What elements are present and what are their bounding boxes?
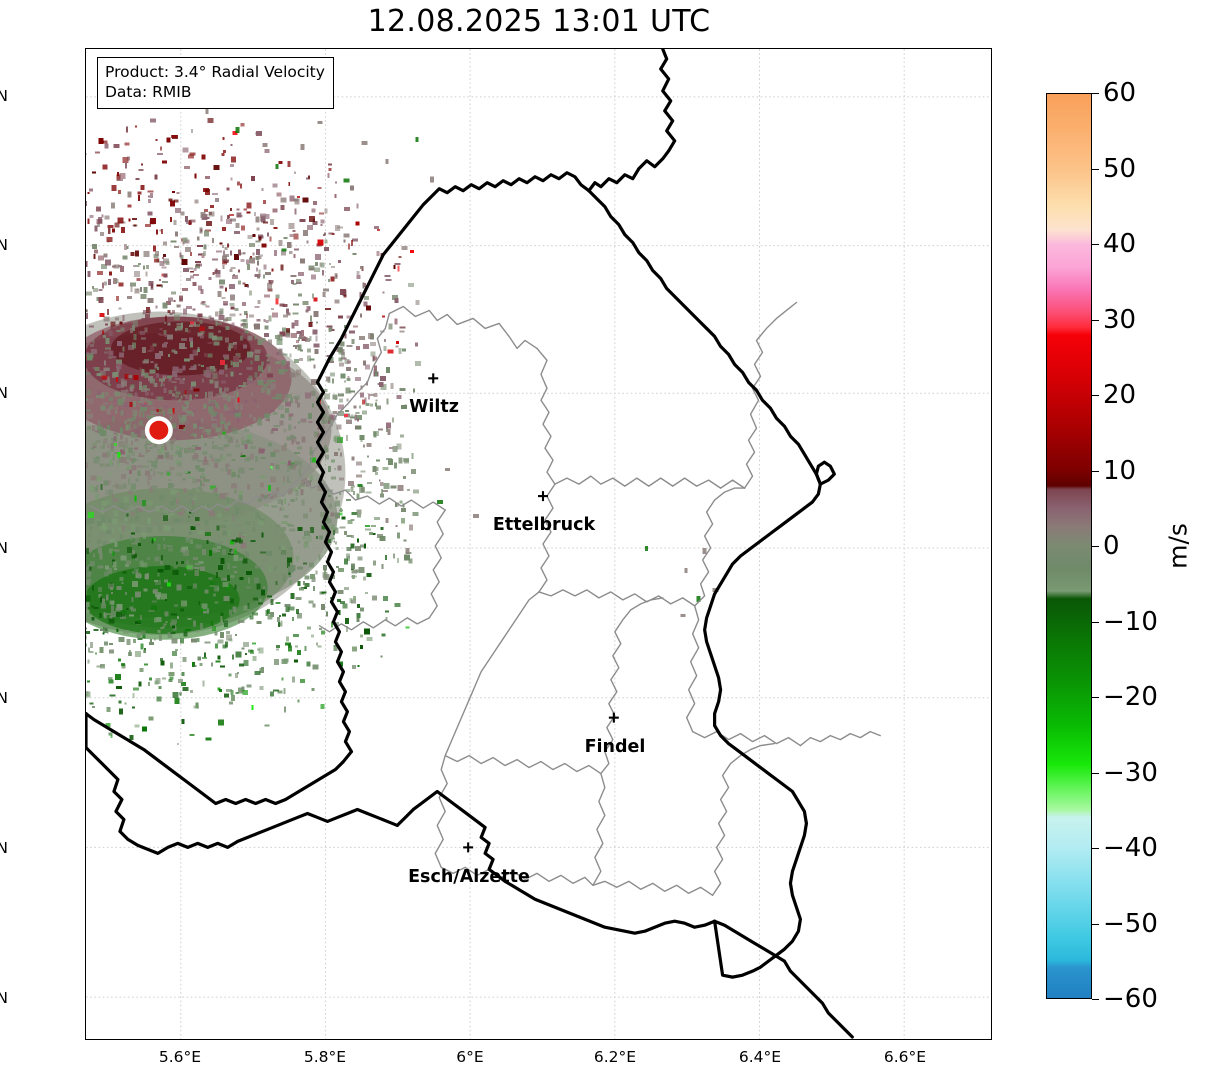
colorbar-tick-mark-4: [1092, 395, 1099, 396]
xtick-label-2: 6°E: [456, 1048, 484, 1066]
ytick-label-3: 49.8°N: [0, 539, 8, 557]
radar-site-marker: [144, 416, 173, 445]
colorbar-tick-label-12: −60: [1103, 984, 1158, 1014]
ytick-label-0: 50.25°N: [0, 87, 8, 105]
colorbar-tick-label-2: 40: [1103, 229, 1137, 259]
xtick-label-1: 5.8°E: [303, 1048, 347, 1066]
city-label-findel: Findel: [584, 737, 646, 757]
xtick-label-4: 6.4°E: [738, 1048, 782, 1066]
map-canvas: [86, 49, 991, 1039]
colorbar-tick-mark-0: [1092, 93, 1099, 94]
colorbar-tick-label-10: −40: [1103, 833, 1158, 863]
colorbar-tick-mark-6: [1092, 546, 1099, 547]
ytick-label-4: 49.65°N: [0, 689, 8, 707]
colorbar-tick-mark-7: [1092, 621, 1099, 623]
city-label-esch: Esch/Alzette: [408, 867, 530, 887]
city-markers: [428, 373, 619, 853]
city-marker-wiltz: [428, 373, 439, 384]
colorbar[interactable]: 60 50 40 30 20 10 0 −10 −20 −30 −40 −50 −60: [1046, 78, 1158, 1014]
colorbar-axis-label: m/s: [1163, 523, 1193, 569]
admin-boundaries: [89, 301, 881, 896]
city-marker-ettelbruck: [538, 491, 548, 502]
ytick-label-2: 49.95°N: [0, 384, 8, 402]
colorbar-tick-label-4: 20: [1103, 380, 1137, 410]
city-marker-esch: [463, 842, 474, 853]
colorbar-tick-mark-8: [1092, 697, 1099, 698]
colorbar-tick-label-0: 60: [1103, 78, 1137, 108]
colorbar-tick-label-3: 30: [1103, 304, 1137, 335]
colorbar-tick-label-7: −10: [1103, 606, 1158, 637]
ytick-label-6: 49.35°N: [0, 989, 8, 1007]
colorbar-tick-label-8: −20: [1103, 682, 1158, 712]
radar-echo-field: [86, 108, 719, 745]
colorbar-tick-label-11: −50: [1103, 908, 1158, 939]
city-label-ettelbruck: Ettelbruck: [492, 515, 596, 535]
colorbar-tick-label-5: 10: [1103, 455, 1137, 486]
colorbar-tick-mark-1: [1092, 168, 1099, 170]
colorbar-tick-mark-10: [1092, 848, 1099, 849]
colorbar-tick-mark-3: [1092, 319, 1099, 321]
xtick-label-0: 5.6°E: [158, 1048, 202, 1066]
info-product-line: Product: 3.4° Radial Velocity: [105, 63, 325, 81]
figure-title: 12.08.2025 13:01 UTC: [367, 4, 711, 39]
city-label-wiltz: Wiltz: [409, 397, 459, 417]
colorbar-gradient: [1046, 93, 1092, 999]
colorbar-tick-label-1: 50: [1103, 153, 1137, 184]
country-borders: [86, 49, 854, 1039]
colorbar-tick-mark-5: [1092, 470, 1099, 472]
xtick-label-3: 6.2°E: [593, 1048, 637, 1066]
colorbar-tick-label-9: −30: [1103, 757, 1158, 788]
ytick-label-5: 49.5°N: [0, 839, 8, 857]
colorbar-tick-mark-11: [1092, 923, 1099, 925]
map-plot-area[interactable]: Product: 3.4° Radial Velocity Data: RMIB…: [85, 48, 992, 1040]
echo-speckle: [86, 108, 719, 745]
colorbar-tick-mark-2: [1092, 244, 1099, 245]
info-data-line: Data: RMIB: [105, 83, 192, 102]
colorbar-tick-label-6: 0: [1103, 531, 1120, 561]
city-marker-findel: [608, 712, 619, 723]
ytick-label-1: 50.1°N: [0, 236, 8, 254]
colorbar-tick-mark-12: [1092, 999, 1099, 1000]
colorbar-tick-mark-9: [1092, 772, 1099, 774]
product-info-box: Product: 3.4° Radial Velocity Data: RMIB: [97, 57, 334, 109]
xtick-label-5: 6.6°E: [883, 1048, 927, 1066]
